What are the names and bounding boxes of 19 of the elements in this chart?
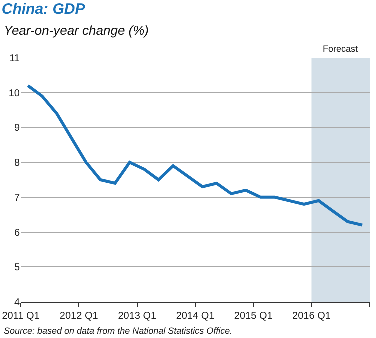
chart-subtitle: Year-on-year change (%): [4, 23, 150, 38]
y-tick-label: 6: [14, 228, 20, 239]
y-tick-label: 10: [8, 88, 20, 100]
band-label: Forecast: [323, 44, 359, 54]
y-tick-label: 11: [10, 54, 20, 64]
y-tick-label: 9: [14, 123, 20, 134]
line-series: [26, 84, 364, 227]
y-tick-label: 7: [14, 192, 20, 204]
x-tick-label: 2013 Q1: [118, 311, 158, 322]
x-tick-label: 2011 Q1: [2, 311, 40, 322]
source-note: Source: based on data from the National Statistics Office.: [4, 326, 233, 336]
x-tick-label: 2014 Q1: [176, 311, 216, 322]
x-tick-label: 2015 Q1: [234, 311, 274, 322]
y-tick-label: 5: [14, 262, 20, 274]
x-tick-label: 2016 Q1: [292, 311, 332, 322]
x-tick-label: 2012 Q1: [60, 311, 99, 322]
y-tick-label: 4: [14, 298, 20, 308]
chart-title: China: GDP: [2, 0, 86, 18]
y-tick-label: 8: [14, 158, 20, 170]
